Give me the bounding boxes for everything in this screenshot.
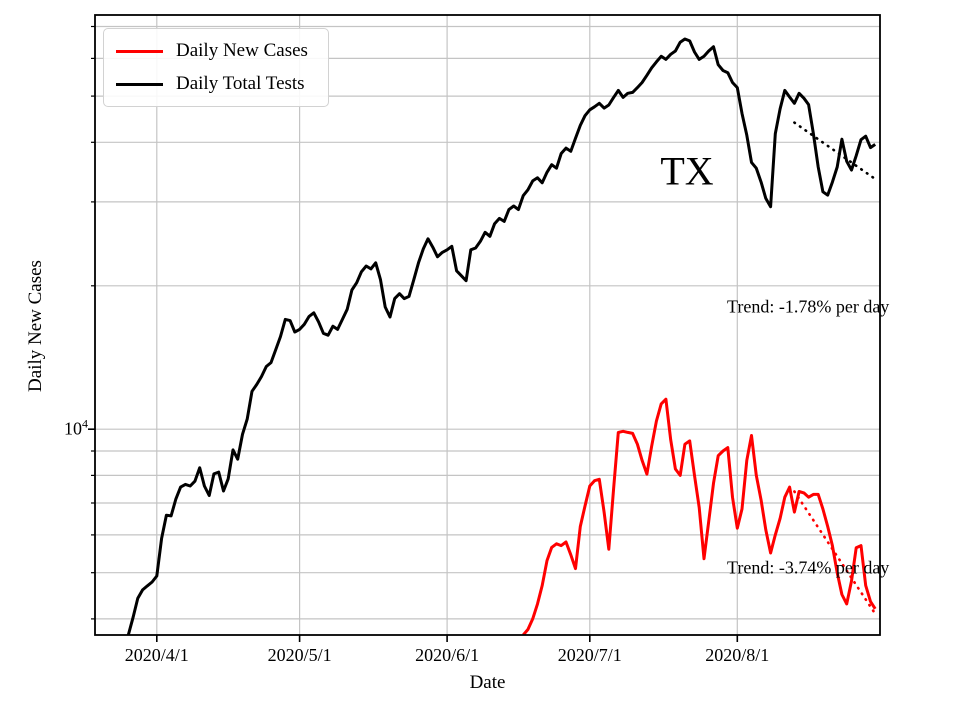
x-axis-label: Date — [469, 672, 506, 693]
x-tick-label: 2020/4/1 — [124, 645, 189, 665]
series-lines — [126, 37, 877, 635]
legend-item-daily-new-cases: Daily New Cases — [116, 38, 308, 64]
x-tick-label: 2020/5/1 — [267, 645, 332, 665]
y-tick-exponent: 4 — [82, 416, 88, 431]
legend-label: Daily New Cases — [176, 40, 308, 61]
axis-ticks — [88, 25, 739, 642]
x-tick-label: 2020/7/1 — [557, 645, 622, 665]
series-dotted — [793, 490, 877, 616]
y-tick-base: 10 — [64, 418, 82, 439]
state-annotation: TX — [660, 148, 714, 194]
plot-border — [94, 14, 881, 636]
tests-trend-annotation: Trend: -1.78% per day — [727, 296, 890, 317]
legend-label: Daily Total Tests — [176, 73, 305, 94]
x-tick-label: 2020/8/1 — [705, 645, 770, 665]
legend-item-daily-total-tests: Daily Total Tests — [116, 71, 308, 97]
x-tick-label: 2020/6/1 — [415, 645, 480, 665]
series-solid — [126, 37, 877, 635]
legend: Daily New Cases Daily Total Tests — [103, 28, 329, 107]
series-solid — [522, 397, 877, 635]
series-dotted — [793, 121, 877, 181]
cases-trend-annotation: Trend: -3.74% per day — [727, 557, 890, 578]
x-axis-tick-labels: 2020/4/1 2020/5/1 2020/6/1 2020/7/1 2020/8/1 — [0, 645, 960, 669]
y-axis-label: Daily New Cases — [25, 260, 46, 392]
black-line-swatch — [116, 82, 163, 86]
y-axis-tick-label: 104 — [40, 416, 88, 439]
gridlines — [95, 15, 880, 635]
red-line-swatch — [116, 49, 163, 53]
